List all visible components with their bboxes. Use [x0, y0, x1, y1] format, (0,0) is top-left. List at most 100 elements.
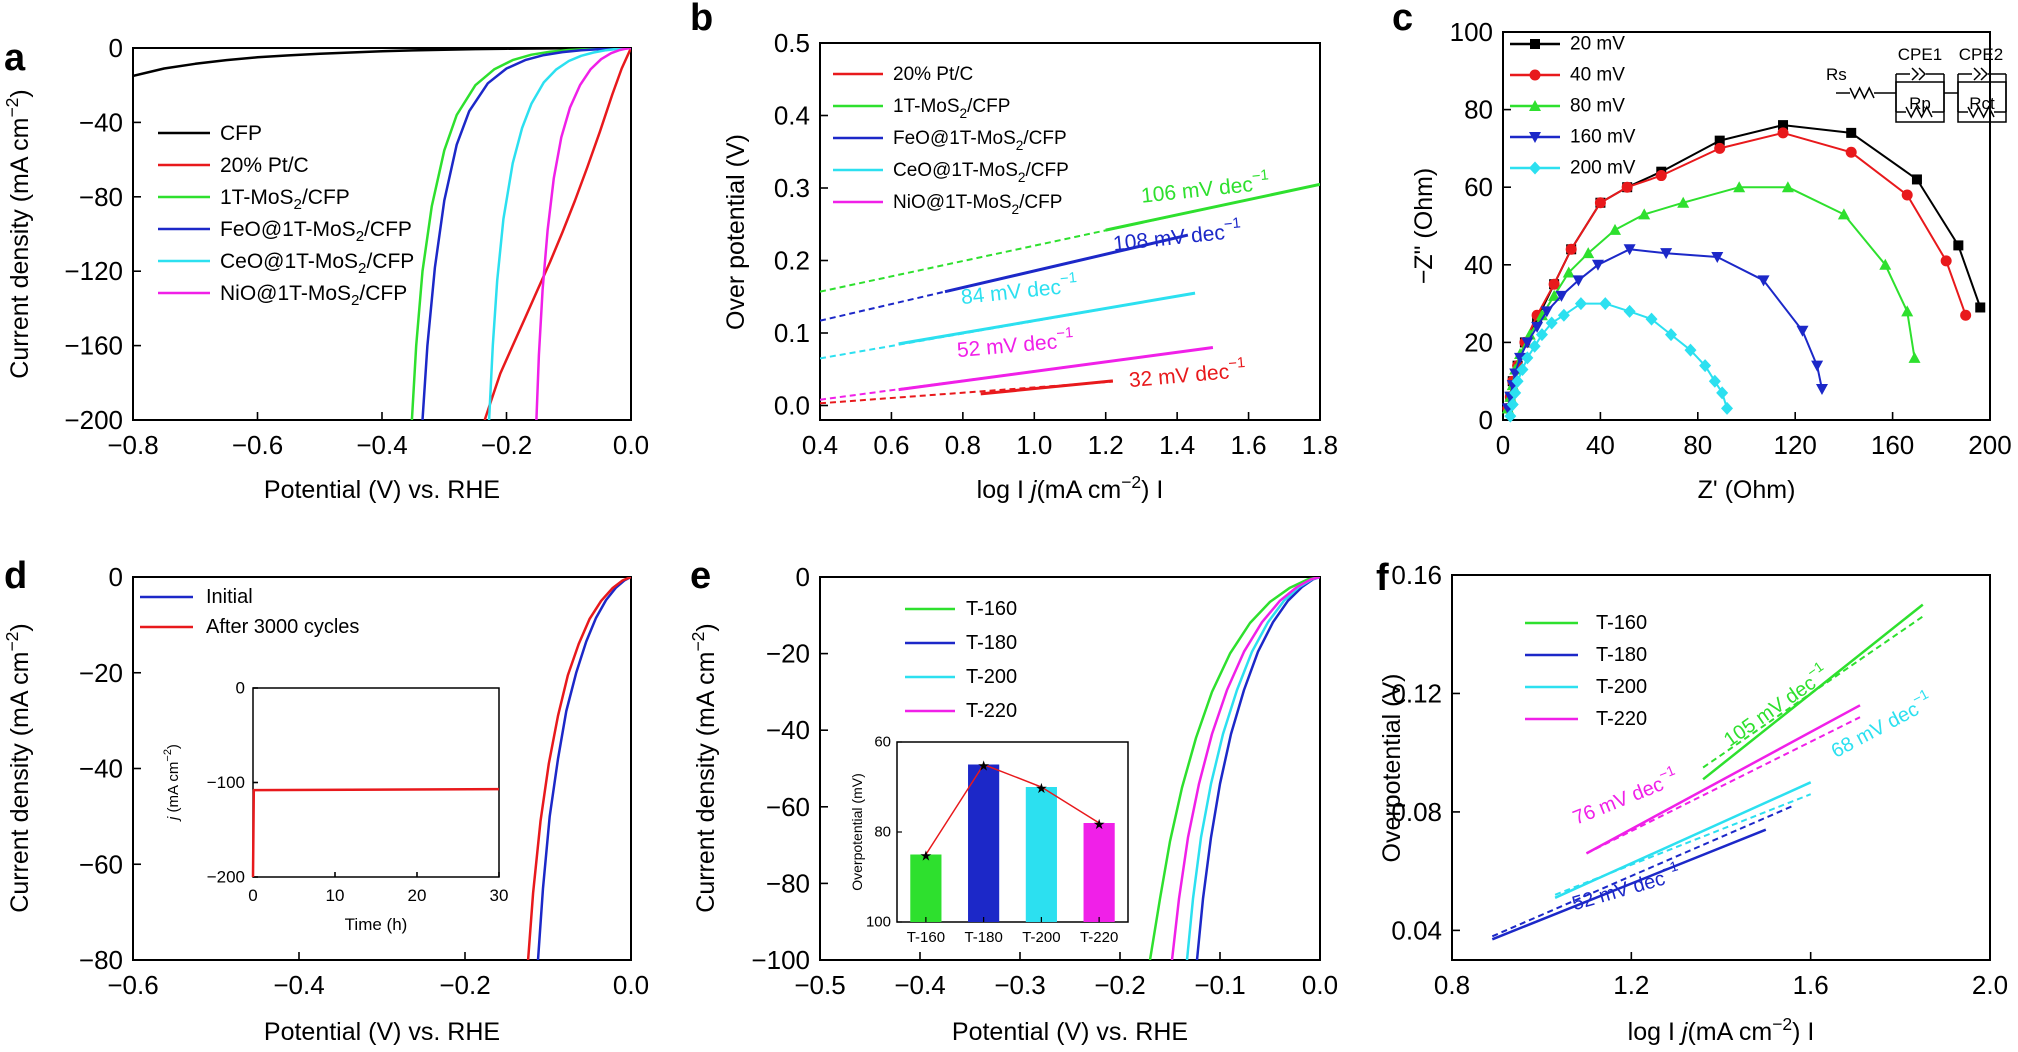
data-point — [1540, 306, 1553, 318]
x-axis-label: Potential (V) vs. RHE — [952, 1018, 1188, 1046]
inset-y-axis-label-text: (mA cm — [165, 762, 182, 817]
y-tick-label: 80 — [1464, 95, 1493, 125]
plot-frame — [819, 576, 1321, 961]
legend-label-sub: 2 — [358, 260, 366, 277]
circuit-label-cpe1: CPE1 — [1898, 45, 1942, 64]
slope-label-text: 68 mV dec — [1828, 698, 1923, 762]
slope-label-sup: −1 — [1223, 215, 1241, 233]
y-tick-label: −80 — [79, 182, 123, 212]
legend-label: FeO@1T-MoS2/CFP — [893, 128, 1067, 153]
x-tick-label: 2.0 — [1972, 970, 2008, 1000]
series-line — [483, 48, 631, 420]
inset-y-axis-label: Overpotential (mV) — [849, 773, 865, 890]
y-tick-label: 0.3 — [774, 173, 810, 203]
data-point — [1516, 363, 1529, 377]
y-tick-label: −120 — [64, 256, 123, 286]
data-point — [1599, 297, 1612, 311]
y-axis-label-sup: −2 — [2, 632, 22, 652]
y-tick-label: 0.08 — [1391, 797, 1442, 827]
x-axis-label-italic: j — [1028, 476, 1038, 504]
panel-e: e −0.5 −0.4 −0.3 −0.2 −0.1 0.0 0 −20 −40 −60 −80 −10… — [688, 555, 1338, 1046]
y-tick-label: 40 — [1464, 250, 1493, 280]
data-point — [1908, 351, 1921, 363]
data-point — [1591, 259, 1604, 271]
data-point — [1837, 208, 1850, 220]
y-tick-label: −200 — [207, 868, 245, 887]
data-point — [1845, 146, 1857, 158]
panel-b: b 0.4 0.6 0.8 1.0 1.2 1.4 1.6 1.8 0.0 0.1 0.2 0.3 0.4… — [690, 0, 1338, 504]
plot-frame — [1502, 31, 1991, 421]
data-line — [944, 233, 1189, 294]
data-line — [898, 346, 1214, 392]
legend-label-rest: /CFP — [967, 96, 1010, 117]
legend-label: FeO@1T-MoS2/CFP — [220, 218, 412, 245]
equivalent-circuit: Rs CPE1 CPE2 Rp Rct — [1826, 45, 2007, 123]
fit-line — [1586, 716, 1861, 855]
data-point — [1811, 360, 1824, 372]
slope-label: 106 mV dec−1 — [1140, 167, 1271, 207]
data-point — [1846, 127, 1857, 138]
data-point — [1815, 383, 1828, 395]
legend-label: CeO@1T-MoS2/CFP — [893, 160, 1069, 185]
legend-label: T-180 — [1596, 644, 1647, 666]
x-tick-label: 0.8 — [1434, 970, 1470, 1000]
legend-label-sub: 2 — [1012, 202, 1020, 217]
x-tick-label: −0.6 — [107, 970, 158, 1000]
panel-letter: e — [690, 555, 711, 597]
y-tick-label: 0.0 — [774, 391, 810, 421]
y-tick-label: 60 — [1464, 172, 1493, 202]
y-axis-label-end: ) — [6, 89, 34, 97]
data-point — [1621, 181, 1633, 193]
data-point — [1548, 278, 1560, 290]
slope-label-sup: −1 — [1804, 658, 1826, 680]
data-point — [1721, 401, 1734, 415]
data-line — [1491, 828, 1767, 941]
x-tick-label: 40 — [1586, 430, 1615, 460]
legend-label-rest: /CFP — [302, 186, 350, 209]
data-point — [1555, 290, 1568, 302]
y-axis-label: Overpotential (V) — [1378, 674, 1406, 863]
legend-label-sub: 2 — [351, 292, 359, 309]
inset-bar — [968, 764, 1000, 922]
legend-label: T-160 — [1596, 612, 1647, 634]
inset-stability: 0 10 20 30 0 −100 −200 Time (h) j (mA cm−2) — [162, 679, 508, 935]
series-line — [410, 48, 631, 420]
fit-line — [1554, 793, 1812, 896]
y-tick-label: 0.4 — [774, 101, 810, 131]
data-point — [1708, 374, 1721, 388]
data-point — [1545, 316, 1558, 330]
x-tick-label: 0.4 — [802, 430, 838, 460]
y-axis-label-sup: −2 — [688, 632, 708, 652]
data-point — [1528, 339, 1541, 353]
data-point — [1565, 243, 1577, 255]
data-point — [1535, 309, 1548, 321]
y-tick-label: 0.04 — [1391, 915, 1442, 945]
legend-label: 200 mV — [1570, 158, 1636, 179]
y-axis-label: Over potential (V) — [722, 134, 750, 330]
legend-label-rest: /CFP — [1023, 128, 1066, 149]
slope-label-sup: −1 — [1056, 325, 1074, 342]
panel-a: a −0.8 −0.6 −0.4 −0.2 0.0 0 −40 −80 −120 −160 −200 C… — [2, 33, 649, 504]
y-tick-label: 0.2 — [774, 246, 810, 276]
x-tick-label: 1.6 — [1230, 430, 1266, 460]
x-tick-label: 10 — [326, 886, 345, 905]
inset-y-axis-label-j: j — [165, 816, 182, 822]
legend-label: 160 mV — [1570, 127, 1636, 148]
inset-series-line — [251, 787, 500, 878]
legend-label: T-200 — [1596, 676, 1647, 698]
data-point — [1714, 142, 1726, 154]
inset-y-axis-label-sup: −2 — [162, 749, 174, 762]
y-axis-label-end: ) — [6, 623, 34, 631]
y-tick-label: 0.12 — [1391, 678, 1442, 708]
x-tick-label: −0.2 — [439, 970, 490, 1000]
data-point — [1594, 197, 1606, 209]
legend-label-text: 1T-MoS — [220, 186, 294, 209]
data-point — [1901, 189, 1913, 201]
data-point — [1531, 321, 1544, 333]
x-tick-label: 1.2 — [1088, 430, 1124, 460]
data-point — [1975, 302, 1986, 313]
inset-x-axis-label: Time (h) — [345, 915, 408, 934]
legend-label: T-220 — [1596, 708, 1647, 730]
panel-letter: c — [1392, 0, 1413, 39]
x-tick-label: 0.0 — [613, 970, 649, 1000]
